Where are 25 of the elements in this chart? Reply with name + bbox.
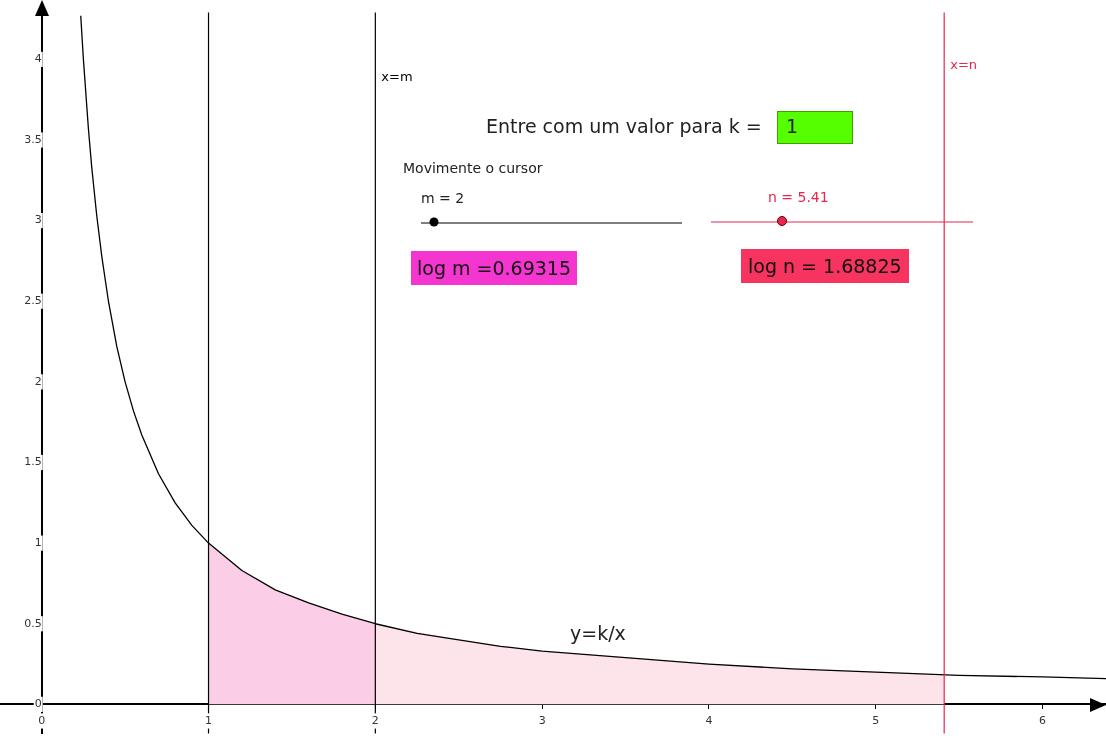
y-tick-label: 0	[34, 697, 42, 711]
y-tick-label: 2.5	[24, 294, 42, 308]
annotation: log n = 1.68825	[741, 249, 909, 283]
x-tick-label: 5	[872, 713, 880, 727]
y-tick-label: 0.5	[24, 616, 42, 630]
y-tick-label: 1	[34, 535, 42, 549]
x-tick-label: 6	[1039, 713, 1047, 727]
annotation: Entre com um valor para k =	[486, 115, 762, 137]
x-tick-label: 4	[705, 713, 713, 727]
y-tick-label: 2	[34, 374, 42, 388]
annotation: 1	[786, 115, 799, 137]
annotation: m = 2	[421, 190, 465, 206]
annotation: Movimente o cursor	[403, 160, 543, 176]
annotation: log m =0.69315	[411, 251, 578, 285]
annotation: n = 5.41	[768, 189, 829, 205]
y-tick-label: 3	[34, 213, 42, 227]
y-tick-label: 1.5	[24, 455, 42, 469]
y-tick-label: 3.5	[24, 132, 42, 146]
annotation: y=k/x	[570, 622, 626, 644]
x-tick-label: 2	[371, 713, 379, 727]
ref-line-label: x=n	[950, 56, 978, 72]
x-tick-label: 3	[538, 713, 546, 727]
ref-line-label: x=m	[381, 68, 413, 84]
y-tick-label: 4	[34, 52, 42, 66]
x-tick-label: 1	[205, 713, 213, 727]
